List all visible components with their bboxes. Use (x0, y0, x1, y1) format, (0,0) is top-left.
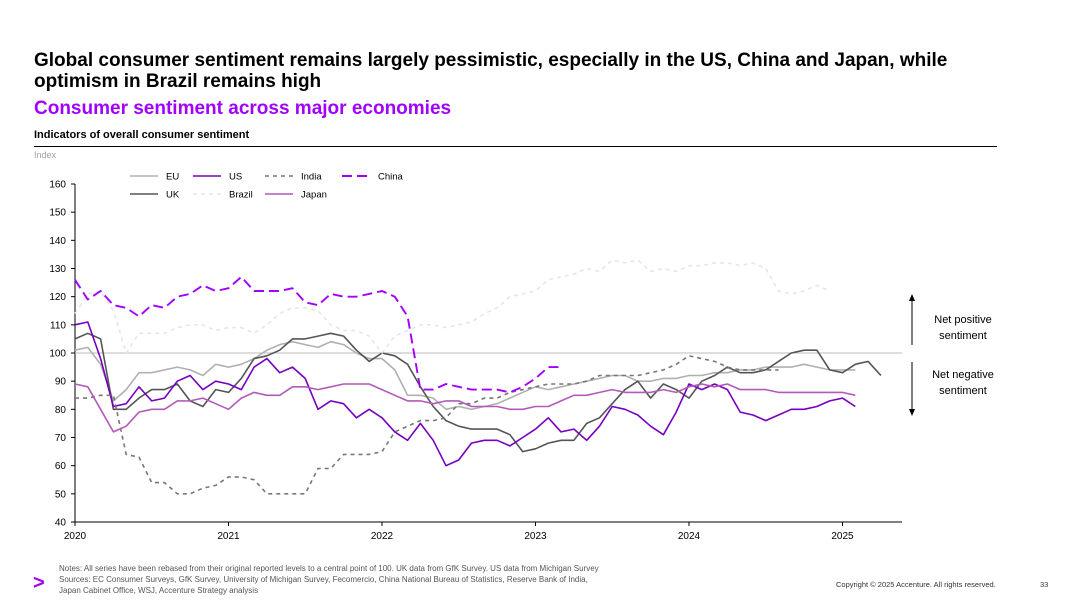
series-line-eu (74, 340, 856, 411)
y-tick-label: 150 (49, 208, 66, 219)
series-line-uk (74, 332, 882, 453)
x-tick-label: 2025 (831, 531, 854, 542)
legend-label-brazil: Brazil (229, 190, 253, 201)
net-negative-label: Net negative sentiment (918, 367, 1008, 399)
series-line-china (74, 275, 562, 394)
heading-divider (34, 146, 997, 147)
series-line-japan (74, 383, 856, 433)
down-arrow-head (909, 409, 915, 416)
legend-label-eu: EU (166, 172, 179, 183)
legend-layer: EU US India China UK Brazil Japan (130, 172, 404, 201)
legend-label-uk: UK (166, 190, 180, 201)
legend-label-china: China (378, 172, 404, 183)
net-positive-line1: Net positive (934, 314, 992, 326)
notes-line-3: Japan Cabinet Office, WSJ, Accenture Str… (59, 586, 259, 595)
page-number: 33 (1040, 580, 1049, 589)
y-tick-label: 140 (49, 236, 66, 247)
axes-layer: 40 50 60 70 80 90 100 110 120 130 140 150 160 2020 202… (49, 180, 902, 542)
series-line-us (74, 321, 856, 467)
y-tick-label: 120 (49, 292, 66, 303)
y-tick-label: 130 (49, 264, 66, 275)
x-tick-label: 2023 (524, 531, 547, 542)
y-tick-label: 90 (55, 377, 67, 388)
net-negative-line1: Net negative (932, 369, 994, 381)
x-tick-label: 2020 (64, 531, 87, 542)
unit-label: Index (34, 150, 57, 160)
series-layer (74, 259, 882, 495)
annotation-arrows (909, 294, 915, 416)
y-tick-label: 50 (55, 489, 67, 500)
copyright: Copyright © 2025 Accenture. All rights r… (836, 580, 996, 589)
y-tick-label: 100 (49, 349, 66, 360)
net-negative-line2: sentiment (939, 385, 987, 397)
notes-line-1: Notes: All series have been rebased from… (59, 564, 599, 573)
y-tick-label: 40 (55, 518, 67, 529)
legend-label-japan: Japan (301, 190, 327, 201)
slide-subtitle: Consumer sentiment across major economie… (34, 98, 452, 119)
legend-label-india: India (301, 172, 322, 183)
series-line-brazil (74, 259, 831, 354)
y-tick-label: 110 (50, 320, 66, 331)
net-positive-label: Net positive sentiment (918, 312, 1008, 344)
legend-label-us: US (229, 172, 242, 183)
notes: Notes: All series have been rebased from… (59, 563, 759, 596)
slide-title: Global consumer sentiment remains largel… (34, 50, 948, 92)
notes-line-2: Sources: EC Consumer Surveys, GfK Survey… (59, 575, 588, 584)
y-tick-label: 60 (55, 461, 67, 472)
chart-heading: Indicators of overall consumer sentiment (34, 129, 250, 141)
series-line-india (75, 354, 779, 495)
net-positive-line2: sentiment (939, 330, 987, 342)
accenture-logo-icon: > (33, 572, 45, 594)
x-tick-label: 2024 (678, 531, 701, 542)
y-tick-label: 80 (55, 405, 67, 416)
y-tick-label: 160 (49, 180, 66, 191)
x-tick-label: 2022 (371, 531, 394, 542)
y-tick-label: 70 (55, 433, 67, 444)
up-arrow-head (909, 294, 915, 301)
x-tick-label: 2021 (217, 531, 240, 542)
